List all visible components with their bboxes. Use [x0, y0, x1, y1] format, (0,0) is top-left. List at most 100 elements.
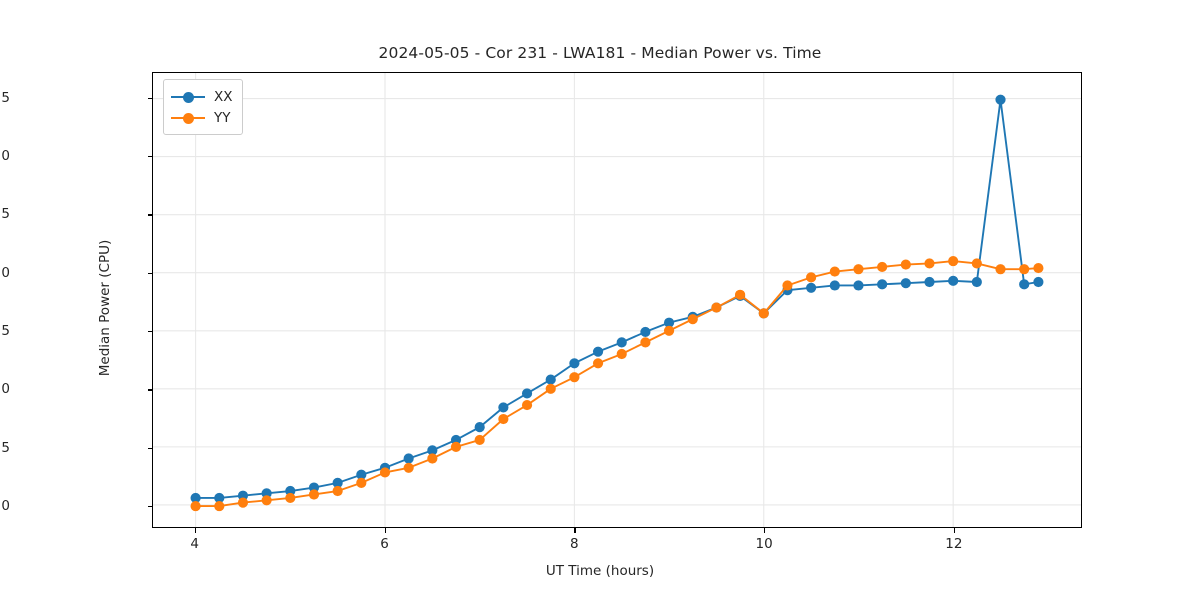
data-point-xx	[356, 469, 367, 480]
data-point-yy	[616, 348, 627, 360]
x-tick-label: 10	[755, 536, 773, 552]
y-tick-label: 15.0	[0, 497, 10, 514]
data-point-xx	[877, 279, 888, 290]
x-tick-mark	[384, 528, 386, 533]
y-axis-label: Median Power (CPU)	[97, 239, 113, 377]
x-tick-mark	[953, 528, 956, 533]
data-point-yy	[900, 259, 911, 270]
y-tick-mark	[148, 505, 153, 508]
y-tick-label: 32.5	[0, 89, 10, 106]
data-point-yy	[735, 289, 746, 300]
y-tick-mark	[148, 389, 153, 391]
data-point-xx	[427, 445, 438, 456]
data-point-yy	[450, 441, 462, 452]
data-point-yy	[971, 258, 982, 269]
y-tick-mark	[148, 272, 153, 274]
y-tick-mark	[148, 447, 153, 449]
series-line-xx	[194, 98, 1040, 499]
data-point-yy	[663, 325, 675, 336]
plot-area	[152, 72, 1082, 528]
x-tick-label: 6	[380, 536, 389, 552]
y-tick-label: 17.5	[0, 439, 10, 456]
data-point-xx	[806, 282, 817, 293]
x-axis-label: UT Time (hours)	[545, 563, 655, 579]
data-point-xx	[853, 280, 864, 291]
x-tick-label: 12	[945, 536, 963, 552]
data-point-yy	[995, 264, 1006, 275]
data-point-yy	[214, 501, 225, 512]
data-point-xx	[569, 358, 580, 369]
data-point-xx	[1033, 276, 1044, 288]
y-tick-label: 27.5	[0, 206, 10, 223]
data-point-xx	[237, 490, 249, 501]
data-point-yy	[379, 467, 391, 478]
data-point-xx	[1019, 279, 1030, 290]
data-point-xx	[592, 346, 604, 357]
data-point-yy	[474, 434, 485, 445]
y-tick-mark	[148, 330, 153, 333]
data-point-xx	[332, 477, 343, 488]
y-tick-label: 25.0	[0, 264, 10, 281]
data-point-yy	[829, 266, 840, 277]
data-point-yy	[308, 489, 320, 500]
data-point-xx	[450, 434, 462, 445]
chart-legend[interactable]: XX YY	[163, 79, 243, 135]
data-point-yy	[427, 453, 438, 464]
data-point-xx	[948, 275, 959, 286]
data-point-xx	[971, 276, 982, 288]
x-tick-mark	[574, 528, 576, 533]
data-point-xx	[545, 374, 556, 385]
data-point-yy	[237, 497, 249, 508]
data-point-yy	[640, 337, 651, 348]
data-point-xx	[900, 278, 911, 289]
data-series-layer	[190, 94, 1044, 512]
data-point-xx	[308, 482, 320, 493]
y-tick-mark	[148, 97, 153, 99]
data-point-yy	[948, 256, 959, 267]
y-tick-label: 30.0	[0, 147, 10, 164]
x-tick-label: 8	[569, 536, 579, 552]
legend-swatch-xx	[171, 90, 205, 104]
data-point-yy	[853, 264, 864, 275]
data-point-xx	[829, 280, 840, 291]
data-point-yy	[1019, 264, 1030, 275]
data-point-yy	[285, 492, 296, 504]
data-point-xx	[498, 402, 509, 413]
data-point-yy	[592, 358, 604, 369]
data-point-yy	[1033, 262, 1044, 274]
x-tick-label: 4	[190, 536, 199, 552]
chart-title: 2024-05-05 - Cor 231 - LWA181 - Median P…	[378, 44, 822, 62]
data-point-xx	[190, 492, 201, 504]
y-tick-mark	[148, 214, 153, 216]
data-point-yy	[782, 280, 793, 291]
data-point-yy	[569, 372, 580, 383]
data-point-xx	[924, 276, 935, 288]
data-point-xx	[521, 388, 533, 399]
data-point-xx	[663, 317, 675, 328]
data-point-yy	[190, 501, 201, 512]
legend-label-yy: YY	[214, 109, 231, 126]
data-point-xx	[995, 94, 1006, 105]
grid-lines	[153, 73, 1081, 527]
data-point-yy	[877, 261, 888, 272]
y-tick-mark	[148, 155, 153, 158]
data-point-xx	[640, 326, 651, 338]
data-point-xx	[285, 485, 296, 497]
data-point-xx	[261, 488, 272, 499]
legend-label-xx: XX	[214, 88, 233, 105]
data-point-yy	[711, 302, 722, 313]
legend-marker-xx	[182, 91, 194, 103]
legend-item-yy: YY	[171, 107, 233, 128]
data-point-xx	[474, 422, 485, 433]
data-point-yy	[403, 462, 414, 473]
x-tick-mark	[764, 528, 766, 533]
data-point-yy	[261, 495, 272, 506]
legend-item-xx: XX	[171, 86, 233, 107]
data-point-yy	[545, 383, 556, 394]
data-point-yy	[332, 485, 343, 497]
data-point-yy	[498, 413, 509, 425]
data-point-yy	[806, 272, 817, 283]
data-point-yy	[356, 477, 367, 488]
data-point-xx	[616, 337, 627, 348]
